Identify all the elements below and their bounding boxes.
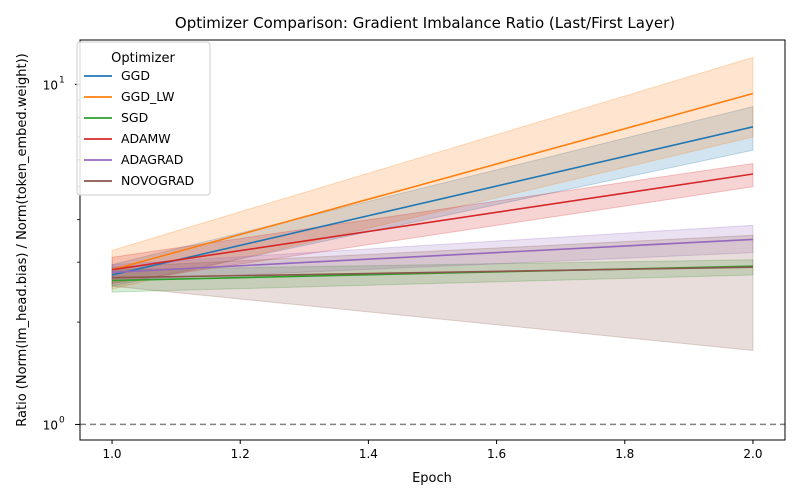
x-tick-label: 1.4	[359, 447, 378, 461]
series-lines	[111, 92, 754, 282]
band-adagrad	[111, 224, 754, 282]
x-tick-label: 1.2	[231, 447, 250, 461]
band-ggd-lw	[111, 56, 754, 290]
x-tick-label: 1.8	[615, 447, 634, 461]
x-tick-label: 1.6	[487, 447, 506, 461]
x-tick-label: 1.0	[102, 447, 121, 461]
line-adagrad	[112, 238, 753, 274]
x-tick-label: 2.0	[743, 447, 762, 461]
line-novograd	[112, 266, 753, 279]
y-tick-label-exponent: 1	[59, 75, 65, 85]
legend-title: Optimizer	[111, 51, 175, 66]
legend-label-sgd: SGD	[121, 110, 148, 125]
plot-area-frame	[79, 39, 786, 441]
chart-title: Optimizer Comparison: Gradient Imbalance…	[175, 14, 675, 32]
legend: Optimizer GGD GGD_LW SGD ADAMW ADAGRAD NOVOGR…	[76, 41, 211, 196]
legend-label-ggd-lw: GGD_LW	[121, 89, 174, 104]
legend-label-adamw: ADAMW	[121, 131, 171, 146]
legend-label-ggd: GGD	[121, 68, 150, 83]
y-tick-label: 10	[43, 78, 58, 92]
line-ggd-lw	[111, 92, 754, 271]
legend-box	[76, 41, 211, 196]
x-axis-label: Epoch	[412, 471, 452, 486]
legend-items: GGD GGD_LW SGD ADAMW ADAGRAD NOVOGRAD	[84, 68, 194, 188]
legend-label-adagrad: ADAGRAD	[121, 152, 183, 167]
y-axis-label: Ratio (Norm(lm_head.bias) / Norm(token_e…	[15, 53, 30, 426]
legend-label-novograd: NOVOGRAD	[121, 173, 194, 188]
line-adamw	[111, 173, 754, 271]
x-axis: 1.0 1.2 1.4 1.6 1.8 2.0	[102, 440, 763, 461]
band-sgd	[111, 259, 754, 293]
y-tick-label: 10	[43, 418, 58, 432]
band-ggd	[111, 105, 754, 287]
line-ggd	[111, 126, 754, 276]
y-tick-label-exponent: 0	[59, 415, 65, 425]
